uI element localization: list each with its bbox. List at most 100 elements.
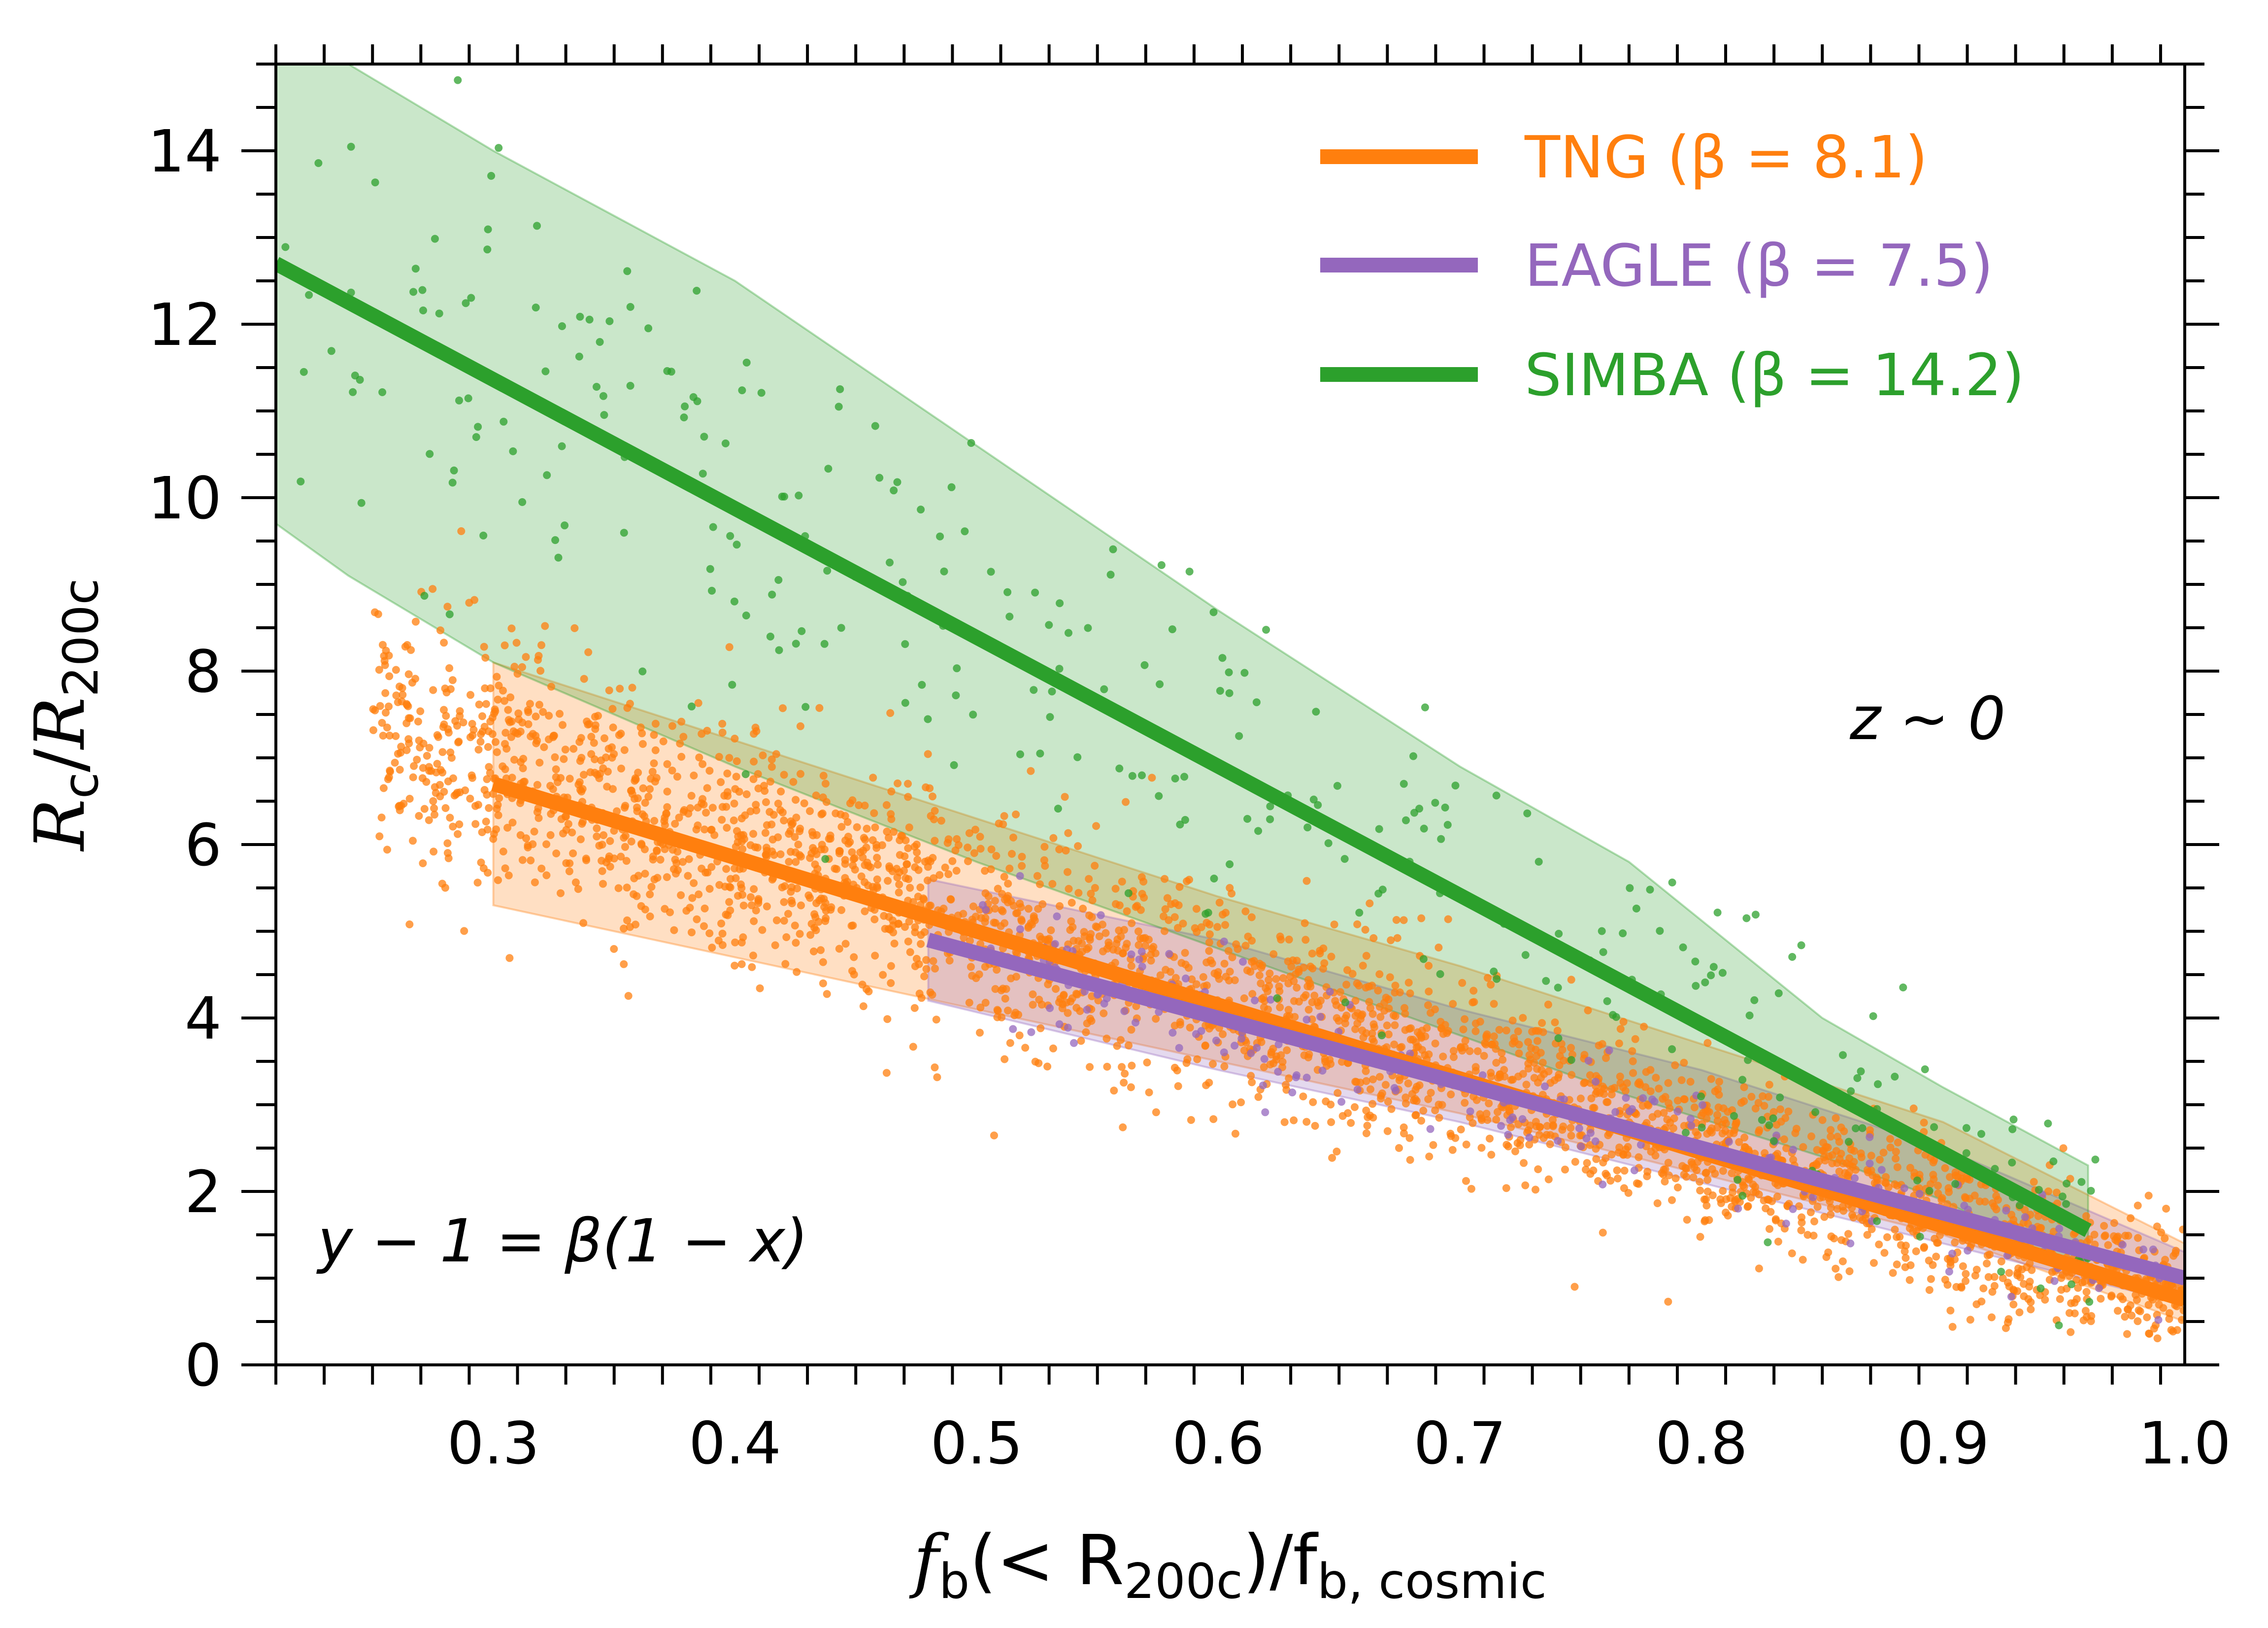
tng-point xyxy=(601,753,610,762)
eagle-point xyxy=(1673,1107,1682,1116)
tng-point xyxy=(885,834,893,842)
eagle-point xyxy=(1070,1039,1078,1047)
tng-point xyxy=(1731,1196,1739,1204)
tng-point xyxy=(1257,979,1265,987)
tng-point xyxy=(841,940,850,948)
tng-point xyxy=(1310,991,1319,1000)
eagle-point xyxy=(1877,1166,1886,1174)
tng-point xyxy=(1404,1079,1412,1087)
tng-point xyxy=(438,748,447,756)
eagle-point xyxy=(1027,1028,1035,1036)
eagle-point xyxy=(1165,950,1173,958)
tng-point xyxy=(1260,1003,1268,1012)
simba-point xyxy=(638,667,647,676)
tng-point xyxy=(1122,798,1130,806)
tng-point xyxy=(621,804,629,812)
simba-point xyxy=(1016,750,1024,758)
simba-point xyxy=(297,477,305,486)
tng-point xyxy=(1348,970,1357,978)
eagle-point xyxy=(1582,1134,1591,1143)
simba-point xyxy=(554,553,563,562)
tng-point xyxy=(1799,1143,1807,1151)
tng-point xyxy=(385,702,393,711)
tng-point xyxy=(1241,907,1250,916)
tng-point xyxy=(1123,907,1131,916)
tng-point xyxy=(1525,1140,1534,1149)
simba-point xyxy=(305,291,313,299)
tng-point xyxy=(1628,1047,1636,1055)
tng-point xyxy=(438,768,447,777)
tng-point xyxy=(1692,1128,1700,1136)
tng-point xyxy=(1701,1217,1709,1225)
tng-point xyxy=(761,829,769,837)
simba-point xyxy=(730,597,738,606)
simba-point xyxy=(709,523,717,531)
y-tick-label: 10 xyxy=(148,464,222,532)
tng-point xyxy=(930,874,938,882)
simba-point xyxy=(738,386,746,395)
tng-point xyxy=(1362,1129,1370,1137)
tng-point xyxy=(1466,1113,1474,1121)
tng-point xyxy=(1546,1140,1554,1149)
tng-point xyxy=(1486,1134,1494,1143)
tng-point xyxy=(1554,1074,1562,1082)
tng-point xyxy=(478,828,486,836)
eagle-point xyxy=(1302,1016,1311,1024)
eagle-point xyxy=(1789,1146,1798,1154)
simba-point xyxy=(1168,625,1176,634)
tng-point xyxy=(1183,1055,1192,1063)
simba-point xyxy=(680,413,688,422)
tng-point xyxy=(752,906,760,915)
simba-point xyxy=(600,411,608,419)
tng-point xyxy=(718,803,727,811)
eagle-point xyxy=(1948,1250,1956,1258)
simba-point xyxy=(314,159,323,167)
eagle-point xyxy=(1497,1122,1505,1130)
tng-point xyxy=(537,864,546,873)
tng-point xyxy=(1117,1036,1125,1044)
tng-point xyxy=(976,845,985,853)
tng-point xyxy=(569,745,578,753)
simba-point xyxy=(1031,588,1039,597)
simba-point xyxy=(1140,661,1149,669)
x-tick-label: 0.3 xyxy=(447,1409,540,1477)
simba-point xyxy=(1774,989,1783,997)
tng-point xyxy=(1099,920,1106,929)
tng-point xyxy=(552,849,561,857)
tng-point xyxy=(425,744,434,752)
tng-point xyxy=(1320,959,1329,967)
simba-point xyxy=(1436,970,1444,978)
simba-point xyxy=(1626,884,1634,892)
tng-point xyxy=(708,944,716,952)
tng-point xyxy=(1186,1023,1194,1032)
tng-point xyxy=(569,849,577,857)
tng-point xyxy=(1369,1075,1377,1084)
tng-point xyxy=(1592,1089,1600,1098)
simba-point xyxy=(1273,994,1281,1002)
tng-point xyxy=(1713,1123,1722,1132)
simba-point xyxy=(1210,875,1218,882)
simba-point xyxy=(1451,781,1460,790)
tng-point xyxy=(749,775,758,783)
simba-point xyxy=(575,352,583,361)
tng-point xyxy=(617,764,625,773)
tng-point xyxy=(1161,905,1169,914)
y-tick-label: 0 xyxy=(185,1331,222,1399)
tng-point xyxy=(411,617,420,626)
simba-point xyxy=(1679,943,1687,951)
tng-point xyxy=(1064,1009,1072,1017)
tng-point xyxy=(1457,1125,1465,1134)
tng-point xyxy=(715,753,723,761)
tng-point xyxy=(549,785,557,793)
tng-point xyxy=(882,1069,891,1077)
tng-point xyxy=(1417,1117,1426,1125)
tng-point xyxy=(2082,1212,2090,1220)
tng-point xyxy=(1897,1241,1905,1249)
tng-point xyxy=(1929,1171,1937,1179)
tng-point xyxy=(1330,920,1338,929)
tng-point xyxy=(1091,862,1099,870)
simba-point xyxy=(464,394,472,403)
y-tick-label: 8 xyxy=(185,638,222,706)
tng-point xyxy=(460,927,468,935)
tng-point xyxy=(1199,973,1207,981)
